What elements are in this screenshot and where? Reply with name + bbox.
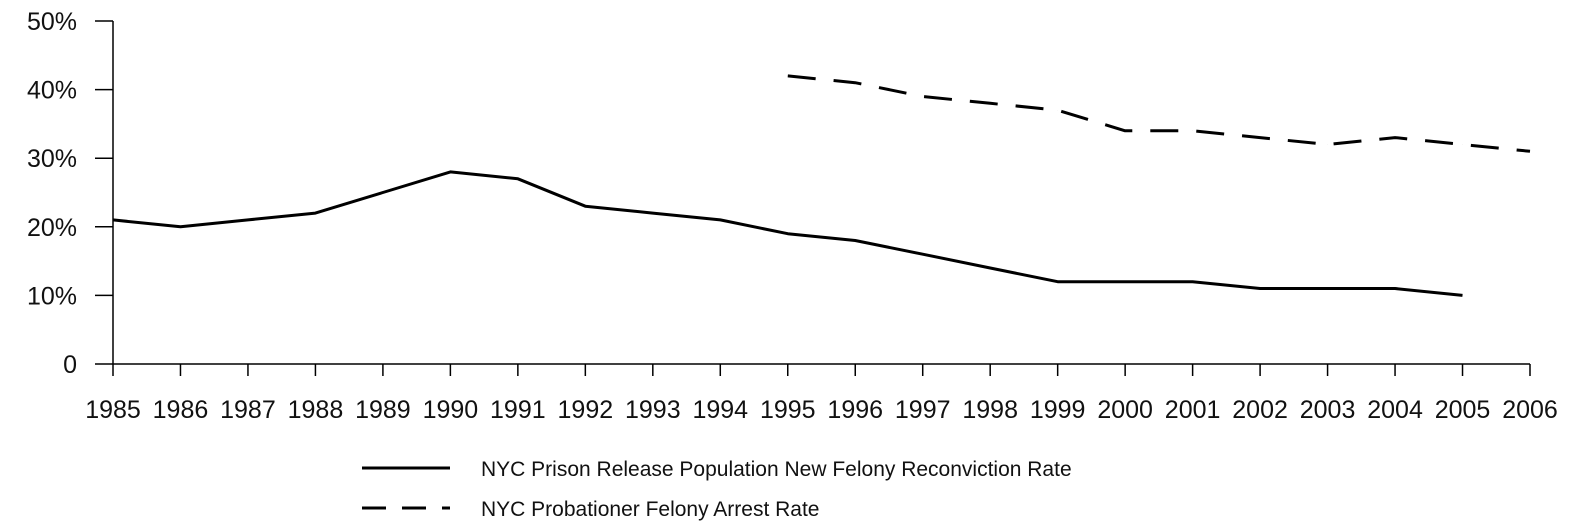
x-tick-label: 2004	[1367, 396, 1423, 424]
x-tick-label: 1995	[760, 396, 816, 424]
series-line-probationer-arrest-rate	[787, 74, 1531, 153]
y-tick-label: 50%	[27, 8, 77, 36]
x-tick-label: 1988	[288, 396, 344, 424]
x-tick-label: 1987	[220, 396, 276, 424]
y-tick-label: 10%	[27, 282, 77, 310]
x-tick-label: 1996	[827, 396, 883, 424]
legend: NYC Prison Release Population New Felony…	[362, 458, 1072, 521]
x-tick-label: 1993	[625, 396, 681, 424]
x-tick-label: 1989	[355, 396, 411, 424]
x-tick-label: 2000	[1097, 396, 1153, 424]
y-tick-label: 30%	[27, 145, 77, 173]
x-tick-label: 1992	[558, 396, 614, 424]
x-axis-ticks: 1985 1986 1987 1988 1989 1990 1991 1992 1993 1994…	[85, 364, 1558, 424]
x-tick-label: 1990	[423, 396, 479, 424]
x-tick-label: 1994	[692, 396, 748, 424]
legend-label-reconviction: NYC Prison Release Population New Felony…	[481, 458, 1072, 481]
x-tick-label: 2001	[1165, 396, 1221, 424]
x-tick-label: 1999	[1030, 396, 1086, 424]
x-tick-label: 1991	[490, 396, 546, 424]
y-tick-label: 20%	[27, 214, 77, 242]
y-tick-label: 0	[63, 351, 77, 379]
x-tick-label: 2006	[1502, 396, 1558, 424]
y-tick-label: 40%	[27, 77, 77, 105]
x-tick-label: 1997	[895, 396, 951, 424]
x-tick-label: 1998	[962, 396, 1018, 424]
series-layer	[112, 74, 1531, 297]
x-tick-label: 1986	[153, 396, 209, 424]
x-tick-label: 2003	[1300, 396, 1356, 424]
legend-label-arrest: NYC Probationer Felony Arrest Rate	[481, 498, 819, 521]
x-tick-label: 1985	[85, 396, 141, 424]
y-axis-ticks: 0 10% 20% 30% 40% 50%	[27, 8, 113, 379]
x-tick-label: 2005	[1435, 396, 1491, 424]
x-tick-label: 2002	[1232, 396, 1288, 424]
